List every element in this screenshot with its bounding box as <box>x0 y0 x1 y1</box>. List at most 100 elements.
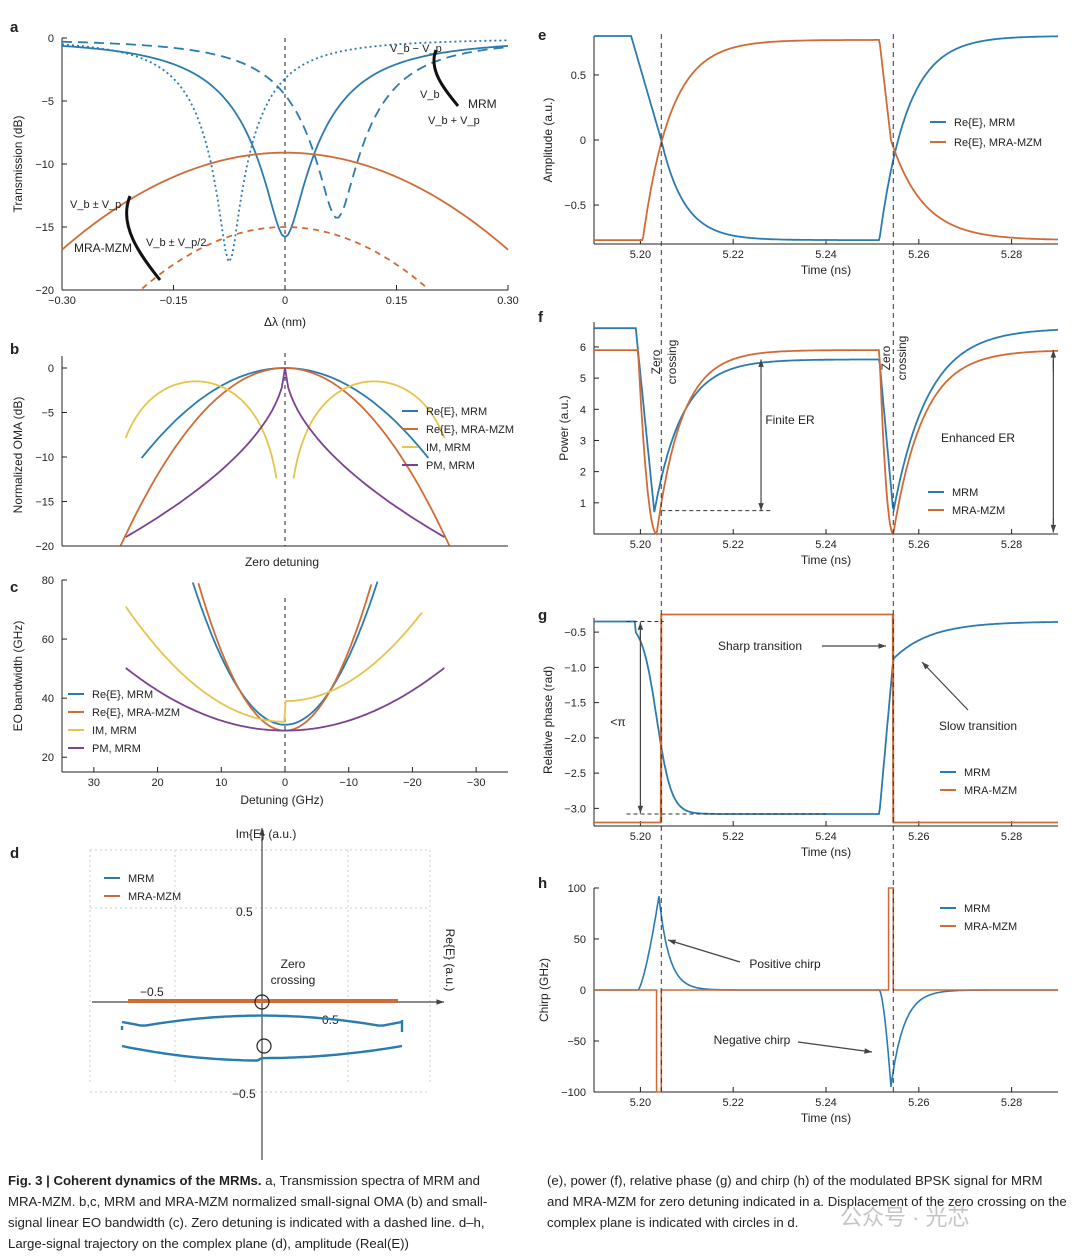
f-xtick-label-1: 5.22 <box>722 539 743 551</box>
c-xlabel: Detuning (GHz) <box>240 793 323 807</box>
d-tick-y-pos: 0.5 <box>236 905 253 919</box>
c-re-mrm-line <box>191 581 379 726</box>
d-x-axis-head <box>436 999 444 1005</box>
f-mrm-line <box>594 327 1058 514</box>
g-legend-label-0: MRM <box>964 767 990 779</box>
a-mrm-vb-minus-line <box>61 39 508 264</box>
c-xtick-label-3: 0 <box>282 777 288 789</box>
c-xtick-label-5: −20 <box>403 777 422 789</box>
c-pm-mrm-line <box>125 667 445 732</box>
g-ytick-label-5: −3.0 <box>564 803 586 815</box>
g-ytick-label-4: −2.5 <box>564 768 586 780</box>
a-label-vb-pm2: V_b ± V_p/2 <box>146 237 206 249</box>
e-ytick-label-0: 0.5 <box>571 70 586 82</box>
d-y-axis-head <box>259 828 265 836</box>
figure: a0−5−10−15−20−0.30 −0.15 0 0.15 0.30Transmis… <box>10 19 1059 1160</box>
f-annot-zero-2b: crossing <box>895 336 909 381</box>
panel-e-label: e <box>538 27 546 44</box>
h-negative-arrow-head <box>864 1048 872 1054</box>
b-ylabel: Normalized OMA (dB) <box>11 397 25 514</box>
d-mzm-trajectory <box>128 999 398 1003</box>
f-annot-zero-2a: Zero <box>879 345 893 370</box>
a-xtick-label-0: −0.30 <box>48 295 76 307</box>
d-zero-crossing-circle-mzm <box>254 994 270 1010</box>
h-xtick-label-1: 5.22 <box>722 1097 743 1109</box>
g-pi-arrow-down-head <box>637 805 644 814</box>
e-mrm-line <box>594 35 1058 241</box>
a-mzm-full-line <box>61 151 509 251</box>
d-legend-label-1: MRA-MZM <box>128 891 181 903</box>
f-ytick-label-5: 1 <box>580 498 586 510</box>
f-ytick-label-4: 2 <box>580 467 586 479</box>
f-ytick-label-2: 4 <box>580 404 586 416</box>
f-ytick-label-3: 3 <box>580 435 586 447</box>
h-xtick-label-2: 5.24 <box>815 1097 836 1109</box>
panel-b-label: b <box>10 341 19 358</box>
d-zero-crossing-circle-mrm <box>256 1038 272 1054</box>
f-xtick-label-0: 5.20 <box>630 539 651 551</box>
h-positive-arrow-head <box>668 939 676 945</box>
e-ylabel: Amplitude (a.u.) <box>541 98 555 183</box>
g-slow-arrow-head <box>922 662 930 670</box>
f-mzm-line <box>594 349 1059 536</box>
b-legend-label-2: IM, MRM <box>426 442 471 454</box>
c-ytick-label-2: 40 <box>42 693 54 705</box>
e-xtick-label-2: 5.24 <box>815 249 836 261</box>
a-xtick-label-1: −0.15 <box>160 295 188 307</box>
g-slow-arrow <box>921 661 969 711</box>
b-im-mrm-line <box>124 380 446 479</box>
g-ylabel: Relative phase (rad) <box>541 666 555 774</box>
h-ytick-label-2: 0 <box>580 985 586 997</box>
c-im-mrm-line <box>124 606 423 723</box>
h-ytick-label-1: 50 <box>574 934 586 946</box>
b-xlabel: Zero detuning <box>245 555 319 569</box>
panel-f-label: f <box>538 309 544 326</box>
g-ytick-label-1: −1.0 <box>564 662 586 674</box>
c-ytick-label-3: 20 <box>42 752 54 764</box>
h-legend-label-1: MRA-MZM <box>964 921 1017 933</box>
e-ytick-label-1: 0 <box>580 135 586 147</box>
panel-a-label: a <box>10 19 19 36</box>
h-ylabel: Chirp (GHz) <box>537 958 551 1022</box>
c-xtick-label-6: −30 <box>467 777 486 789</box>
f-finite-er-arrow-up-head <box>758 359 764 367</box>
h-negative-arrow <box>797 1041 873 1053</box>
h-legend-label-0: MRM <box>964 903 990 915</box>
f-annot-finite-er: Finite ER <box>765 413 815 427</box>
f-xtick-label-4: 5.28 <box>1001 539 1022 551</box>
panel-g-label: g <box>538 607 547 624</box>
d-mrm-trajectory-ends <box>120 1020 404 1032</box>
caption-title: Fig. 3 | Coherent dynamics of the MRMs. <box>8 1173 262 1188</box>
a-label-vb-minus: V_b − V_p <box>390 43 442 55</box>
f-annot-zero-1b: crossing <box>665 340 679 385</box>
f-xlabel: Time (ns) <box>801 553 851 567</box>
b-ytick-label-3: −15 <box>35 497 54 509</box>
b-ytick-label-1: −5 <box>41 408 54 420</box>
b-pm-mrm-line <box>125 367 445 538</box>
h-xtick-label-4: 5.28 <box>1001 1097 1022 1109</box>
f-legend-label-0: MRM <box>952 487 978 499</box>
g-xtick-label-2: 5.24 <box>815 831 836 843</box>
f-annot-zero-1a: Zero <box>649 349 663 374</box>
g-annot-slow: Slow transition <box>939 719 1017 733</box>
b-ytick-label-0: 0 <box>48 363 54 375</box>
caption-right: (e), power (f), relative phase (g) and c… <box>547 1173 1067 1230</box>
h-positive-arrow <box>667 939 741 963</box>
g-xtick-label-3: 5.26 <box>908 831 929 843</box>
e-xtick-label-0: 5.20 <box>630 249 651 261</box>
g-annot-sharp: Sharp transition <box>718 639 802 653</box>
g-xlabel: Time (ns) <box>801 845 851 859</box>
g-pi-arrow-up-head <box>637 622 644 630</box>
a-ytick-label-3: −15 <box>35 222 54 234</box>
b-legend-label-1: Re{E}, MRA-MZM <box>426 424 514 436</box>
g-mzm-line <box>594 613 1058 824</box>
e-xtick-label-1: 5.22 <box>722 249 743 261</box>
g-sharp-arrow-head <box>878 643 886 649</box>
a-label-mramzm: MRA-MZM <box>74 241 132 255</box>
f-xtick-label-2: 5.24 <box>815 539 836 551</box>
h-ytick-label-3: −50 <box>567 1036 586 1048</box>
e-legend-label-1: Re{E}, MRA-MZM <box>954 137 1042 149</box>
b-ytick-label-2: −10 <box>35 452 54 464</box>
a-ylabel: Transmission (dB) <box>11 116 25 213</box>
g-legend-label-1: MRA-MZM <box>964 785 1017 797</box>
